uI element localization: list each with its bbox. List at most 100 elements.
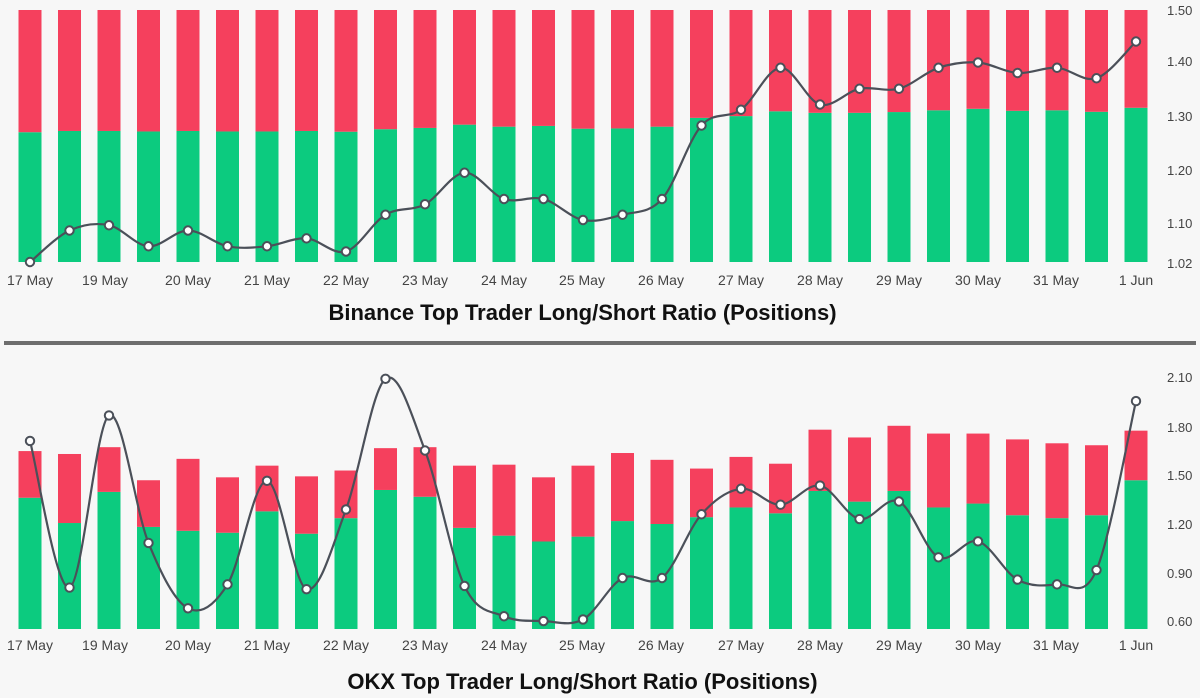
binance-x-tick-label-1: 19 May [82, 272, 128, 288]
binance-ratio-point-13 [538, 193, 549, 205]
binance-long-bar-19 [769, 111, 792, 262]
okx-bars [18, 425, 1148, 629]
okx-long-bar-12 [492, 535, 516, 629]
okx-ratio-point-16 [656, 572, 668, 584]
okx-ratio-point-27 [1091, 564, 1102, 576]
okx-short-bar-9 [374, 448, 397, 490]
binance-ratio-point-2 [103, 220, 115, 231]
binance-short-bar-8 [334, 10, 358, 132]
binance-long-bar-28 [1124, 107, 1148, 262]
okx-short-bar-25 [1006, 439, 1029, 516]
binance-short-bar-11 [453, 10, 476, 125]
okx-short-bar-22 [887, 425, 911, 491]
binance-short-bar-14 [571, 10, 595, 129]
binance-short-bar-0 [18, 10, 42, 133]
binance-ratio-point-11 [459, 167, 470, 178]
okx-x-tick-label-8: 26 May [638, 637, 684, 653]
okx-long-bar-22 [887, 490, 911, 629]
okx-x-tick-label-5: 23 May [402, 637, 448, 653]
binance-x-tick-label-13: 31 May [1033, 272, 1079, 288]
binance-chart-panel: 17 May 19 May 20 May 21 May 22 May 23 May 24 M… [0, 0, 1200, 335]
binance-y-tick-label-2: 1.30 [1167, 109, 1192, 124]
binance-y-tick-label-1: 1.40 [1167, 54, 1192, 69]
binance-x-tick-label-7: 25 May [559, 272, 605, 288]
binance-long-bar-4 [176, 130, 200, 262]
okx-ratio-point-21 [854, 513, 865, 525]
binance-x-tick-label-12: 30 May [955, 272, 1001, 288]
okx-long-bar-9 [374, 489, 397, 629]
binance-ratio-point-27 [1091, 73, 1102, 84]
binance-ratio-point-10 [419, 199, 431, 210]
okx-y-axis: 2.10 1.80 1.50 1.20 0.90 0.60 [1167, 370, 1192, 629]
binance-long-bar-9 [374, 129, 397, 262]
binance-x-tick-label-0: 17 May [7, 272, 53, 288]
binance-ratio-point-22 [893, 83, 905, 94]
binance-long-bar-23 [927, 110, 950, 263]
okx-x-tick-label-4: 22 May [323, 637, 369, 653]
binance-chart: 17 May 19 May 20 May 21 May 22 May 23 May 24 M… [7, 3, 1192, 288]
okx-x-tick-label-0: 17 May [7, 637, 53, 653]
okx-ratio-line [28, 376, 1138, 625]
okx-x-tick-label-10: 28 May [797, 637, 843, 653]
binance-long-bar-2 [97, 130, 121, 262]
okx-long-bar-19 [769, 513, 792, 629]
binance-x-tick-label-8: 26 May [638, 272, 684, 288]
binance-short-bar-20 [808, 10, 832, 113]
okx-long-bar-26 [1045, 518, 1069, 629]
okx-short-bar-14 [571, 465, 595, 537]
okx-ratio-point-20 [814, 480, 826, 491]
okx-short-bar-2 [97, 447, 121, 492]
binance-x-tick-label-6: 24 May [481, 272, 527, 288]
okx-x-tick-label-11: 29 May [876, 637, 922, 653]
binance-long-bar-8 [334, 131, 358, 262]
okx-short-bar-24 [966, 433, 990, 504]
okx-chart: 17 May 19 May 20 May 21 May 22 May 23 May 24 M… [7, 370, 1192, 653]
binance-ratio-point-28 [1130, 36, 1142, 47]
okx-long-bar-8 [334, 518, 358, 629]
okx-x-tick-label-3: 21 May [244, 637, 290, 653]
binance-long-bar-27 [1085, 111, 1108, 262]
okx-long-bar-7 [295, 533, 318, 629]
binance-short-bar-16 [650, 10, 674, 127]
okx-short-bar-1 [58, 453, 81, 524]
okx-long-bar-0 [18, 497, 42, 629]
binance-long-bar-11 [453, 124, 476, 262]
okx-x-tick-label-2: 20 May [165, 637, 211, 653]
okx-ratio-point-8 [340, 504, 352, 515]
okx-ratio-point-1 [64, 582, 75, 593]
okx-ratio-point-26 [1051, 579, 1063, 590]
okx-y-tick-label-3: 1.20 [1167, 517, 1192, 532]
okx-short-bar-16 [650, 459, 674, 524]
binance-long-bar-25 [1006, 110, 1029, 262]
binance-short-bar-5 [216, 10, 239, 132]
binance-chart-title: Binance Top Trader Long/Short Ratio (Pos… [328, 300, 837, 325]
okx-long-bar-28 [1124, 480, 1148, 629]
okx-long-bar-17 [690, 517, 713, 629]
okx-ratio-point-0 [24, 435, 36, 447]
binance-short-bar-15 [611, 10, 634, 129]
okx-long-bar-2 [97, 491, 121, 629]
okx-short-bar-13 [532, 477, 555, 542]
binance-short-bar-9 [374, 10, 397, 130]
okx-chart-title: OKX Top Trader Long/Short Ratio (Positio… [347, 669, 818, 694]
okx-long-bar-6 [255, 511, 279, 629]
okx-short-bar-17 [690, 468, 713, 518]
okx-x-tick-label-9: 27 May [718, 637, 764, 653]
okx-short-bar-28 [1124, 430, 1148, 481]
chart-divider [4, 341, 1196, 345]
okx-long-bar-20 [808, 490, 832, 629]
okx-ratio-point-6 [261, 475, 273, 486]
okx-ratio-point-2 [103, 410, 115, 421]
binance-short-bar-23 [927, 10, 950, 111]
okx-ratio-point-19 [775, 499, 786, 510]
binance-ratio-points [24, 36, 1142, 268]
binance-ratio-point-19 [775, 62, 786, 73]
okx-short-bar-4 [176, 458, 200, 531]
binance-long-bar-22 [887, 112, 911, 262]
okx-short-bar-18 [729, 456, 753, 508]
okx-ratio-point-13 [538, 615, 549, 627]
okx-long-bar-1 [58, 523, 81, 629]
binance-short-bar-12 [492, 10, 516, 127]
okx-long-bar-4 [176, 530, 200, 629]
okx-ratio-point-23 [933, 552, 944, 563]
